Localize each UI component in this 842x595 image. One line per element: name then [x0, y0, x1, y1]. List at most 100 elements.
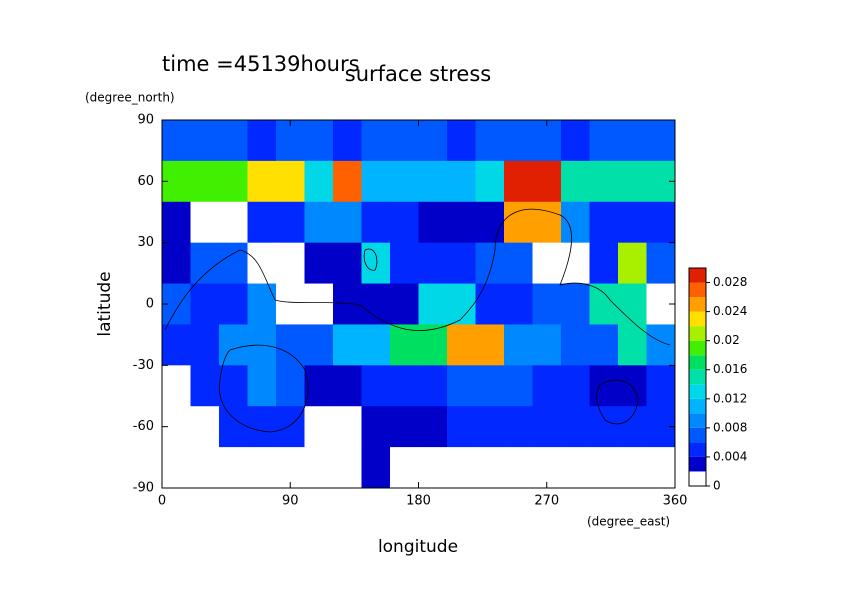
colorbar-segment — [689, 355, 706, 370]
field-cell — [646, 447, 676, 489]
field-cell — [504, 283, 533, 325]
field-cell — [247, 365, 277, 407]
field-cell — [589, 120, 619, 162]
field-cell — [589, 406, 619, 448]
field-cell — [361, 365, 391, 407]
field-cell — [646, 242, 676, 285]
field-cell — [361, 406, 391, 448]
field-cell — [447, 242, 476, 285]
colorbar-segment — [689, 340, 706, 356]
y-tick-label: -60 — [133, 419, 154, 434]
colorbar-tick-label: 0.02 — [713, 333, 740, 347]
field-cell — [361, 242, 391, 285]
field-cell — [618, 120, 647, 162]
field-cell — [532, 406, 562, 448]
field-cell — [561, 406, 590, 448]
field-cell — [532, 201, 562, 244]
field-cell — [418, 406, 448, 448]
field-cell — [247, 160, 277, 203]
field-cell — [190, 120, 220, 162]
field-cell — [361, 324, 391, 366]
field-cell — [447, 406, 476, 448]
field-cell — [418, 365, 448, 407]
field-cell — [304, 365, 334, 407]
field-cell — [475, 447, 505, 489]
colorbar-segment — [689, 268, 706, 283]
field-cell — [646, 365, 676, 407]
field-cell — [219, 120, 248, 162]
field-cell — [589, 447, 619, 489]
field-cell — [190, 324, 220, 366]
field-cell — [219, 447, 248, 489]
x-tick-label: 180 — [406, 494, 431, 509]
field-cell — [304, 201, 334, 244]
coastline — [596, 379, 639, 425]
field-cell — [589, 324, 619, 366]
field-cell — [646, 324, 676, 366]
field-cell — [333, 447, 362, 489]
field-cell — [276, 242, 305, 285]
field-cell — [589, 283, 619, 325]
field-cell — [561, 324, 590, 366]
y-axis-label: latitude — [95, 271, 115, 336]
field-cell — [333, 406, 362, 448]
field-cell — [219, 160, 248, 203]
colorbar-segment — [689, 297, 706, 312]
field-cell — [618, 365, 647, 407]
field-cell — [333, 365, 362, 407]
field-cell — [304, 324, 334, 366]
field-cell — [219, 324, 248, 366]
field-cell — [247, 447, 277, 489]
field-cell — [447, 160, 476, 203]
field-cell — [390, 365, 419, 407]
field-cell — [504, 120, 533, 162]
field-cell — [532, 283, 562, 325]
field-cell — [646, 120, 676, 162]
colorbar-tick-label: 0.012 — [713, 391, 747, 405]
field-cell — [304, 406, 334, 448]
field-cell — [504, 447, 533, 489]
field-cell — [561, 160, 590, 203]
field-cell — [447, 447, 476, 489]
field-cell — [504, 365, 533, 407]
field-cell — [361, 283, 391, 325]
field-cell — [276, 324, 305, 366]
field-cell — [162, 120, 191, 162]
field-cell — [361, 160, 391, 203]
field-cell — [589, 365, 619, 407]
field-cell — [618, 406, 647, 448]
field-cell — [162, 201, 191, 244]
field-cell — [418, 324, 448, 366]
field-cell — [532, 120, 562, 162]
field-cell — [190, 283, 220, 325]
field-cell — [390, 201, 419, 244]
field-cell — [532, 447, 562, 489]
y-tick-label: -30 — [133, 358, 154, 373]
colorbar-segment — [689, 384, 706, 399]
field-cell — [475, 201, 505, 244]
field-cell — [219, 365, 248, 407]
field-cell — [646, 201, 676, 244]
x-tick-label: 360 — [663, 494, 688, 509]
colorbar-tick-label: 0 — [713, 479, 721, 493]
field-cell — [304, 447, 334, 489]
coastlines — [164, 208, 671, 433]
coastline — [218, 344, 309, 433]
field-cell — [618, 201, 647, 244]
coastline — [164, 208, 671, 346]
colorbar-tick-label: 0.004 — [713, 449, 747, 463]
field-cell — [304, 242, 334, 285]
field-cell — [561, 120, 590, 162]
field-cell — [447, 324, 476, 366]
field-cell — [333, 120, 362, 162]
field-cell — [162, 324, 191, 366]
field-cell — [618, 242, 647, 285]
y-unit: (degree_north) — [85, 91, 175, 105]
field-cell — [390, 160, 419, 203]
field-cell — [190, 242, 220, 285]
colorbar-segment — [689, 311, 706, 327]
field-cell — [475, 365, 505, 407]
chart-title: surface stress — [345, 62, 491, 86]
field-cell — [475, 283, 505, 325]
colorbar-segment — [689, 369, 706, 385]
